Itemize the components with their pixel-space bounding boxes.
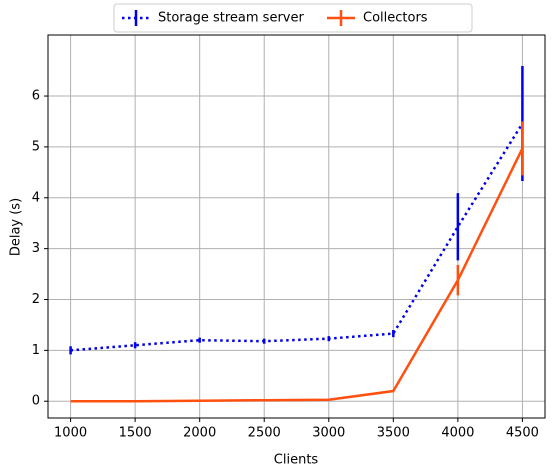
- y-tick-label: 6: [32, 89, 40, 104]
- x-tick-label: 2500: [248, 426, 281, 441]
- y-tick-label: 3: [32, 241, 40, 256]
- x-tick-label: 2000: [183, 426, 216, 441]
- y-tick-label: 5: [32, 139, 40, 154]
- legend-label: Collectors: [363, 11, 428, 26]
- y-tick-label: 4: [32, 190, 40, 205]
- x-tick-label: 1000: [54, 426, 87, 441]
- x-axis-label: Clients: [274, 453, 319, 468]
- y-tick-label: 1: [32, 343, 40, 358]
- plot-frame: [47, 34, 546, 419]
- x-tick-label: 3000: [312, 426, 345, 441]
- y-axis-label: Delay (s): [9, 198, 24, 256]
- x-tick-label: 1500: [119, 426, 152, 441]
- series-line: [70, 122, 524, 352]
- x-tick-label: 3500: [377, 426, 410, 441]
- y-tick-label: 0: [32, 394, 40, 409]
- legend-frame: [113, 3, 473, 33]
- legend-label: Storage stream server: [158, 11, 304, 26]
- series-line: [70, 147, 524, 403]
- y-tick-label: 2: [32, 292, 40, 307]
- x-tick-label: 4000: [441, 426, 474, 441]
- x-tick-label: 4500: [506, 426, 539, 441]
